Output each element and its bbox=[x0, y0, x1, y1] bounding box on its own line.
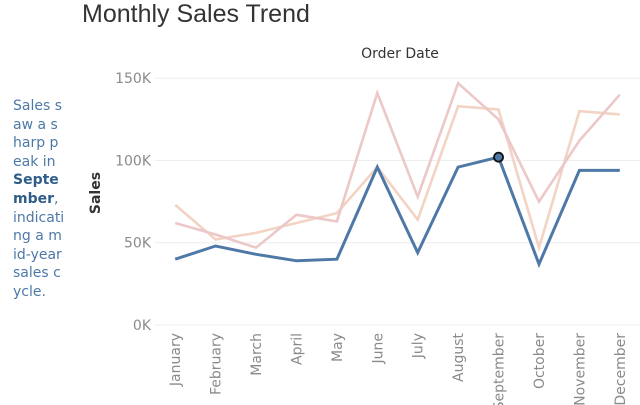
y-tick-label: 50K bbox=[124, 236, 152, 252]
x-axis-ticks: January February March April May June July Augu… bbox=[168, 332, 629, 405]
y-tick-label: 100K bbox=[115, 153, 152, 169]
x-tick-label: February bbox=[209, 333, 225, 395]
annotation-text: Sales saw a sharp peak in September, ind… bbox=[13, 97, 65, 302]
series-line-secondary bbox=[174, 104, 620, 253]
annotation-before: Sales saw a sharp peak in bbox=[13, 98, 63, 170]
x-tick-label: June bbox=[370, 333, 386, 365]
x-tick-label: July bbox=[411, 333, 427, 359]
column-header: Order Date bbox=[361, 46, 439, 62]
gridlines bbox=[155, 77, 640, 326]
x-tick-label: March bbox=[249, 333, 265, 376]
series-line-secondary bbox=[174, 80, 621, 250]
y-tick-label: 150K bbox=[115, 71, 152, 87]
annotation-after: , indicating a mid-year sales cycle. bbox=[13, 190, 65, 300]
x-tick-label: January bbox=[168, 333, 184, 387]
x-tick-label: November bbox=[572, 333, 588, 405]
x-tick-label: October bbox=[532, 333, 548, 389]
x-tick-label: April bbox=[289, 333, 305, 365]
series-line-primary bbox=[174, 155, 620, 269]
x-tick-label: December bbox=[613, 333, 629, 405]
y-axis-ticks: 0K 50K 100K 150K bbox=[115, 71, 152, 334]
y-axis-title: Sales bbox=[88, 172, 104, 214]
x-tick-label: August bbox=[451, 332, 467, 382]
x-tick-label: September bbox=[492, 333, 508, 405]
y-tick-label: 0K bbox=[133, 318, 152, 334]
annotation-highlight: September bbox=[13, 172, 59, 207]
highlight-point bbox=[493, 151, 504, 163]
x-tick-label: May bbox=[330, 333, 346, 362]
series-lines bbox=[174, 80, 621, 269]
chart-title: Monthly Sales Trend bbox=[82, 0, 310, 28]
